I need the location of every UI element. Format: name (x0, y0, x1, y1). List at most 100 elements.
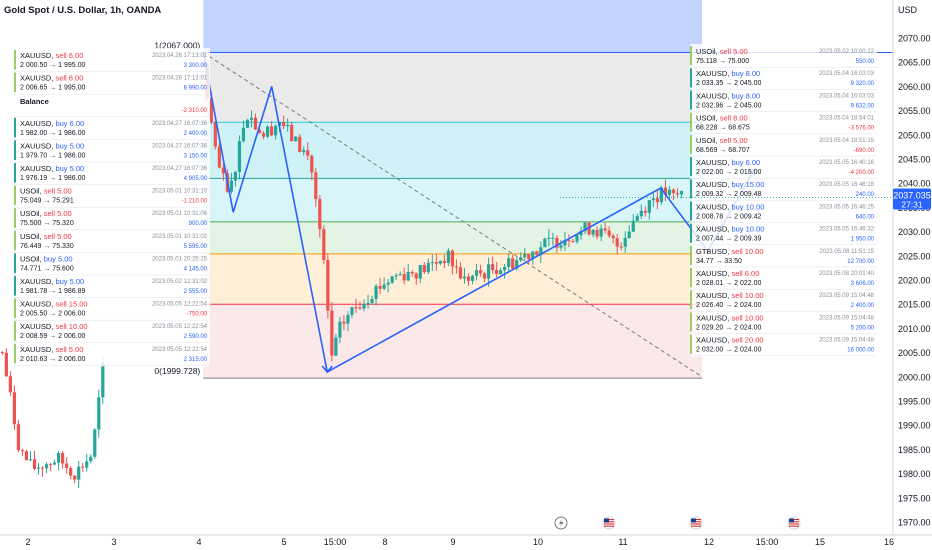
us-flag-event-icon[interactable] (689, 516, 703, 530)
trade-symbol: USOil, sell 5.00 (696, 47, 748, 56)
us-flag-event-icon[interactable] (602, 516, 616, 530)
candle-body (531, 251, 535, 260)
trade-row-marker (14, 117, 16, 138)
trade-timestamp: 2023.05.02 10:00:22 (819, 49, 875, 55)
candle-body (20, 450, 25, 452)
candle-body (583, 222, 587, 232)
trade-row[interactable]: XAUUSD, sell 6.00 2 006.65 → 1 995.00 2023… (14, 72, 210, 95)
trade-row[interactable]: XAUUSD, sell 10.00 2 026.40 → 2 024.00 202… (690, 290, 877, 312)
us-flag-event-icon[interactable] (787, 516, 801, 530)
candle-body (221, 167, 225, 174)
trade-side: sell 5.00 (44, 232, 72, 241)
trade-row[interactable]: USOil, sell 5.00 75.500 → 75.320 2023.05.0… (14, 208, 210, 231)
price-tick-label: 2040.00 (898, 179, 931, 189)
candle-body (253, 117, 258, 130)
trade-row-marker (14, 140, 16, 160)
candle-body (48, 464, 53, 466)
price-tick-label: 1985.00 (898, 445, 931, 455)
trade-row[interactable]: XAUUSD, buy 5.00 1 981.78 → 1 986.89 2023.… (14, 276, 210, 298)
candle-body (563, 240, 567, 246)
price-tick-label: 2010.00 (898, 324, 931, 334)
candle-body (675, 193, 680, 195)
time-tick-label: 15 (815, 537, 825, 547)
trade-row[interactable]: XAUUSD, sell 6.00 2 028.01 → 2 022.00 2023… (690, 268, 877, 290)
trade-side: sell 5.00 (720, 47, 748, 56)
candle-body (290, 124, 294, 142)
trade-timestamp: 2023.05.05 16:40:16 (819, 160, 875, 166)
trade-row-marker (690, 312, 692, 332)
trade-side: buy 6.00 (731, 158, 760, 167)
trade-row[interactable]: XAUUSD, buy 10.00 2 008.78 → 2 009.42 2023… (690, 201, 877, 223)
trade-pnl: 3 150.00 (184, 153, 208, 159)
trade-row[interactable]: USOil, sell 5.00 68.569 → 68.707 2023.05.0… (690, 134, 877, 157)
trade-row[interactable]: XAUUSD, buy 8.00 2 033.35 → 2 045.00 2023.… (690, 68, 877, 90)
candle-body (406, 271, 410, 281)
trade-side: buy 5.00 (55, 141, 84, 150)
trade-row[interactable]: XAUUSD, buy 5.00 1 979.70 → 1 986.00 2023.… (14, 140, 210, 163)
trade-timestamp: 2023.05.05 16:46:32 (819, 227, 875, 233)
candle-body (350, 307, 354, 316)
candle-body (209, 98, 213, 122)
candle-body (410, 271, 414, 274)
trade-side: sell 10.00 (731, 247, 763, 256)
candle-body (269, 126, 274, 136)
trade-row[interactable]: USOil, buy 5.00 74.771 → 75.600 2023.05.01… (14, 253, 210, 276)
trade-row[interactable]: XAUUSD, buy 5.00 1 976.19 → 1 986.00 2023.… (14, 163, 210, 185)
trade-pnl: -750.00 (187, 312, 208, 318)
trade-row[interactable]: XAUUSD, sell 10.00 2 029.20 → 2 024.00 202… (690, 312, 877, 334)
candle-body (470, 275, 475, 281)
trade-pnl: 12 700.00 (847, 259, 874, 265)
trade-row-marker (690, 245, 692, 265)
trend-line (203, 52, 703, 378)
candle-body (12, 392, 17, 425)
trade-row[interactable]: Balance -2 310.00 (14, 97, 210, 118)
trade-pnl: 4 905.00 (184, 176, 208, 182)
candle-body (302, 150, 306, 153)
trade-row[interactable]: XAUUSD, sell 15.00 2 005.50 → 2 006.00 202… (14, 298, 210, 321)
trade-price-range: 2 026.40 → 2 024.00 (696, 302, 761, 309)
trade-row[interactable]: USOil, sell 5.00 75.118 → 75.000 2023.05.0… (690, 46, 877, 68)
candle-body (366, 302, 370, 305)
trade-side: sell 10.00 (55, 322, 87, 331)
trade-row-marker (14, 298, 16, 319)
trade-row-marker (14, 276, 16, 296)
lightning-event-icon[interactable] (554, 516, 568, 530)
candle-body (611, 235, 615, 239)
trade-row[interactable]: USOil, sell 5.00 76.449 → 75.330 2023.05.0… (14, 230, 210, 253)
candle-body (4, 352, 8, 377)
trade-symbol: XAUUSD, sell 20.00 (696, 336, 764, 345)
trade-row[interactable]: USOil, sell 5.00 75.049 → 75.291 2023.05.0… (14, 185, 210, 208)
candle-body (671, 189, 676, 194)
trade-row[interactable]: XAUUSD, buy 6.00 2 022.00 → 2 015.00 2023.… (690, 157, 877, 179)
trade-timestamp: 2023.04.26 17:13:01 (152, 53, 208, 59)
candle-body (101, 362, 105, 398)
candle-body (607, 230, 611, 236)
trade-pnl: 9 632.00 (851, 103, 875, 109)
candle-body (651, 198, 655, 201)
trade-symbol: USOil, sell 8.00 (696, 114, 748, 123)
trade-row[interactable]: GTBUSD, sell 10.00 34.77 → 33.50 2023.05.0… (690, 245, 877, 268)
trade-side: buy 6.00 (55, 119, 84, 128)
trade-side: sell 6.00 (55, 51, 83, 60)
trade-price-range: 2 008.59 → 2 006.00 (20, 333, 85, 340)
candle-body (229, 180, 234, 192)
candle-body (458, 267, 463, 279)
trade-row[interactable]: XAUUSD, sell 5.00 2 010.63 → 2 006.00 2023… (14, 343, 210, 366)
trade-row[interactable]: XAUUSD, buy 6.00 1 982.00 → 1 986.00 2023.… (14, 117, 210, 140)
trade-row[interactable]: XAUUSD, buy 10.00 2 007.44 → 2 009.39 2023… (690, 223, 877, 246)
trade-row[interactable]: XAUUSD, buy 8.00 2 032.96 → 2 045.00 2023.… (690, 90, 877, 112)
trade-row[interactable]: XAUUSD, sell 20.00 2 032.00 → 2 024.00 202… (690, 334, 877, 357)
trade-symbol: USOil, sell 5.00 (20, 209, 72, 218)
trade-row[interactable]: XAUUSD, buy 15.00 2 009.32 → 2 009.48 2023… (690, 179, 877, 201)
trade-row[interactable]: USOil, sell 8.00 68.228 → 68.675 2023.05.0… (690, 112, 877, 135)
candle-body (44, 464, 49, 469)
trade-pnl: 2 555.00 (184, 289, 208, 295)
trade-timestamp: 2023.05.09 15:04:48 (819, 338, 875, 344)
price-tick-label: 1990.00 (898, 421, 931, 431)
trade-timestamp: 2023.05.04 18:54:01 (819, 116, 875, 122)
candle-body (454, 266, 459, 268)
candle-body (426, 262, 430, 273)
trade-row[interactable]: XAUUSD, sell 10.00 2 008.59 → 2 006.00 202… (14, 321, 210, 344)
trade-row[interactable]: XAUUSD, sell 6.00 2 000.50 → 1 995.00 2023… (14, 50, 210, 72)
